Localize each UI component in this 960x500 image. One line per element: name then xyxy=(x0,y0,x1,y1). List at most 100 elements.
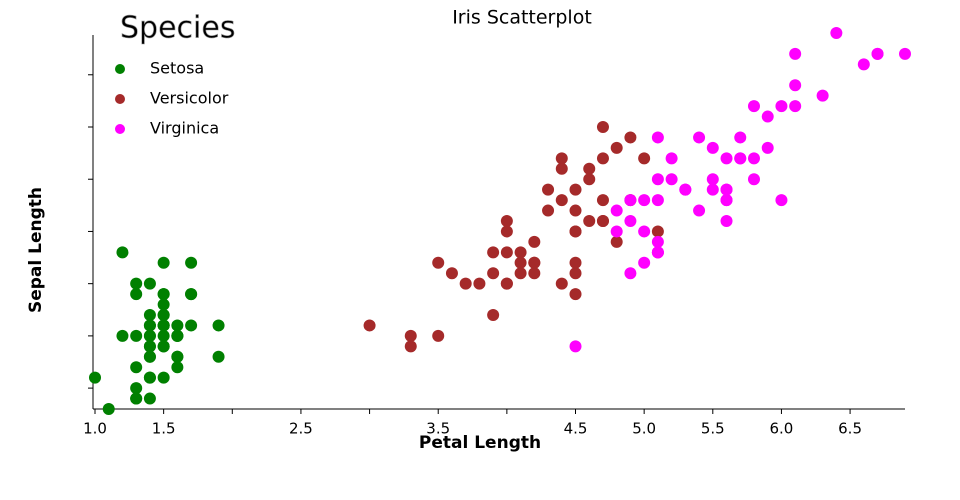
point xyxy=(528,256,541,269)
point xyxy=(569,288,582,301)
point xyxy=(569,340,582,353)
x-tick-label: 2.5 xyxy=(289,420,313,438)
legend-label: Virginica xyxy=(150,119,219,138)
point xyxy=(116,329,129,342)
point xyxy=(610,225,623,238)
point xyxy=(487,309,500,321)
point xyxy=(528,235,541,248)
point xyxy=(171,329,184,342)
point xyxy=(143,350,156,363)
point xyxy=(143,309,156,321)
point xyxy=(651,235,664,248)
point xyxy=(720,152,733,165)
point xyxy=(569,225,582,238)
point xyxy=(500,277,513,290)
legend-label: Setosa xyxy=(150,59,204,78)
point xyxy=(693,131,706,144)
point xyxy=(143,277,156,290)
point xyxy=(857,58,870,71)
point xyxy=(830,27,843,39)
point xyxy=(596,194,609,207)
x-tick-label: 6.5 xyxy=(838,420,862,438)
point xyxy=(212,319,225,332)
legend-marker xyxy=(115,124,125,134)
legend-title: Species xyxy=(120,11,235,46)
point xyxy=(130,382,143,395)
point xyxy=(555,162,568,175)
point xyxy=(514,267,527,280)
point xyxy=(596,152,609,165)
point xyxy=(899,47,911,60)
point xyxy=(116,246,129,259)
point xyxy=(432,329,445,342)
point xyxy=(789,79,802,92)
point xyxy=(363,319,376,332)
point xyxy=(171,361,184,374)
point xyxy=(679,183,692,196)
point xyxy=(775,100,788,113)
point xyxy=(747,100,760,113)
point xyxy=(569,183,582,196)
chart-title: Iris Scatterplot xyxy=(452,7,592,29)
point xyxy=(747,152,760,165)
point xyxy=(555,194,568,207)
point xyxy=(157,329,170,342)
point xyxy=(734,131,747,144)
x-tick-label: 4.5 xyxy=(564,420,588,438)
point xyxy=(706,141,719,154)
x-tick-label: 6.0 xyxy=(770,420,794,438)
point xyxy=(871,47,884,60)
x-tick-label: 1.0 xyxy=(83,420,107,438)
point xyxy=(157,288,170,301)
point xyxy=(720,183,733,196)
point xyxy=(171,350,184,363)
point xyxy=(583,173,596,186)
point xyxy=(596,215,609,227)
point xyxy=(130,288,143,301)
point xyxy=(569,204,582,217)
point xyxy=(610,235,623,248)
point xyxy=(693,204,706,217)
point xyxy=(789,47,802,60)
point xyxy=(816,89,829,102)
point xyxy=(720,215,733,227)
point xyxy=(569,267,582,280)
point xyxy=(404,329,417,342)
point xyxy=(583,215,596,227)
point xyxy=(459,277,472,290)
point xyxy=(638,194,651,207)
point xyxy=(542,204,555,217)
point xyxy=(610,141,623,154)
point xyxy=(130,361,143,374)
point xyxy=(610,204,623,217)
point xyxy=(651,131,664,144)
point xyxy=(473,277,486,290)
point xyxy=(500,225,513,238)
point xyxy=(89,371,101,384)
point xyxy=(706,173,719,186)
point xyxy=(596,121,609,133)
point xyxy=(651,173,664,186)
point xyxy=(542,183,555,196)
point xyxy=(624,131,637,144)
point xyxy=(638,225,651,238)
point xyxy=(624,267,637,280)
point xyxy=(185,288,198,301)
legend-marker xyxy=(115,94,125,104)
point xyxy=(487,246,500,259)
point xyxy=(789,100,802,113)
point xyxy=(143,329,156,342)
point xyxy=(514,246,527,259)
point xyxy=(432,256,445,269)
point xyxy=(404,340,417,353)
point xyxy=(651,194,664,207)
point xyxy=(555,152,568,165)
point xyxy=(747,173,760,186)
point xyxy=(706,183,719,196)
point xyxy=(487,267,500,280)
point xyxy=(665,152,678,165)
point xyxy=(185,256,198,269)
point xyxy=(651,246,664,259)
point xyxy=(185,319,198,332)
